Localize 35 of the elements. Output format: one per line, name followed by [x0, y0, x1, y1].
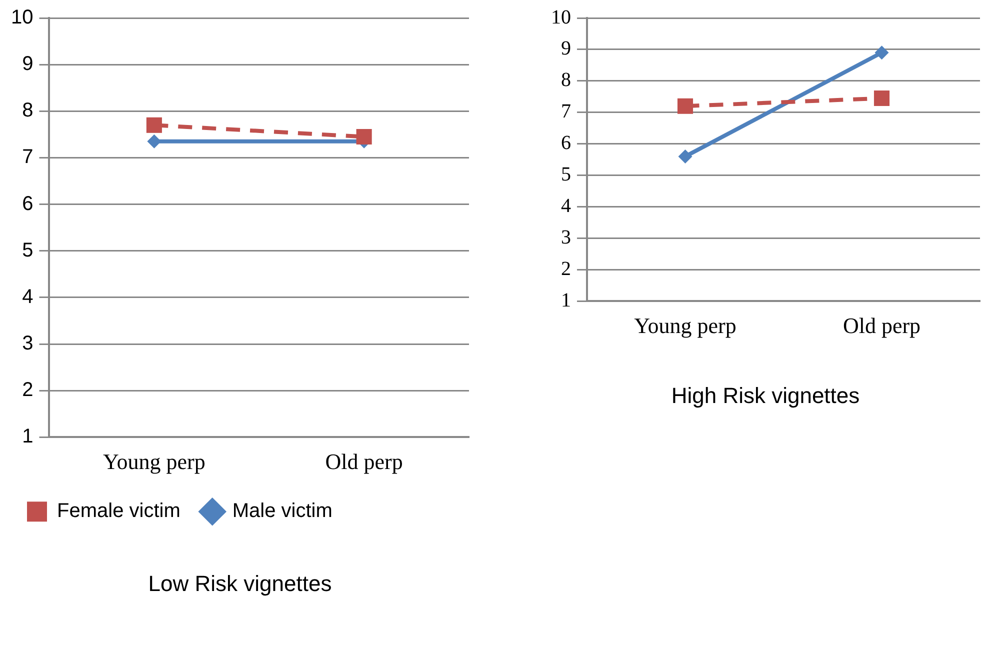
y-tick-label: 2	[22, 379, 34, 402]
legend-label: Female victim	[57, 500, 180, 522]
y-tick-label: 1	[22, 426, 34, 448]
y-tick-label: 6	[561, 132, 571, 154]
point	[874, 46, 889, 60]
point	[147, 134, 162, 148]
text: Low Risk vignettes	[148, 570, 332, 596]
point	[678, 149, 692, 164]
y-tick-label: 3	[561, 226, 571, 249]
x-tick-label: Young perp	[103, 449, 206, 474]
x-tick-label: Old perp	[325, 449, 403, 474]
y-tick-label: 9	[22, 53, 34, 76]
y-tick-label: 1	[561, 289, 571, 312]
y-tick-label: 8	[561, 69, 571, 92]
y-tick-label: 5	[22, 239, 34, 262]
text: High Risk vignettes	[671, 382, 860, 408]
y-tick-label: 7	[561, 100, 571, 123]
point	[874, 90, 890, 106]
y-tick-label: 4	[22, 286, 34, 308]
x-tick-label: Old perp	[842, 313, 921, 338]
y-tick-label: 9	[561, 38, 571, 60]
y-tick-label: 4	[561, 195, 571, 218]
y-tick-label: 6	[22, 192, 34, 215]
y-tick-label: 10	[551, 6, 571, 28]
y-tick-label: 2	[561, 258, 571, 280]
y-tick-label: 3	[22, 332, 34, 355]
point	[146, 117, 162, 133]
point	[677, 98, 694, 114]
x-tick-label: Young perp	[634, 313, 736, 338]
y-tick-label: 5	[561, 164, 571, 186]
y-tick-label: 8	[22, 100, 34, 122]
point	[356, 128, 372, 145]
y-tick-label: 7	[22, 146, 34, 168]
y-tick-label: 10	[10, 6, 34, 29]
legend-label: Male victim	[232, 500, 332, 522]
